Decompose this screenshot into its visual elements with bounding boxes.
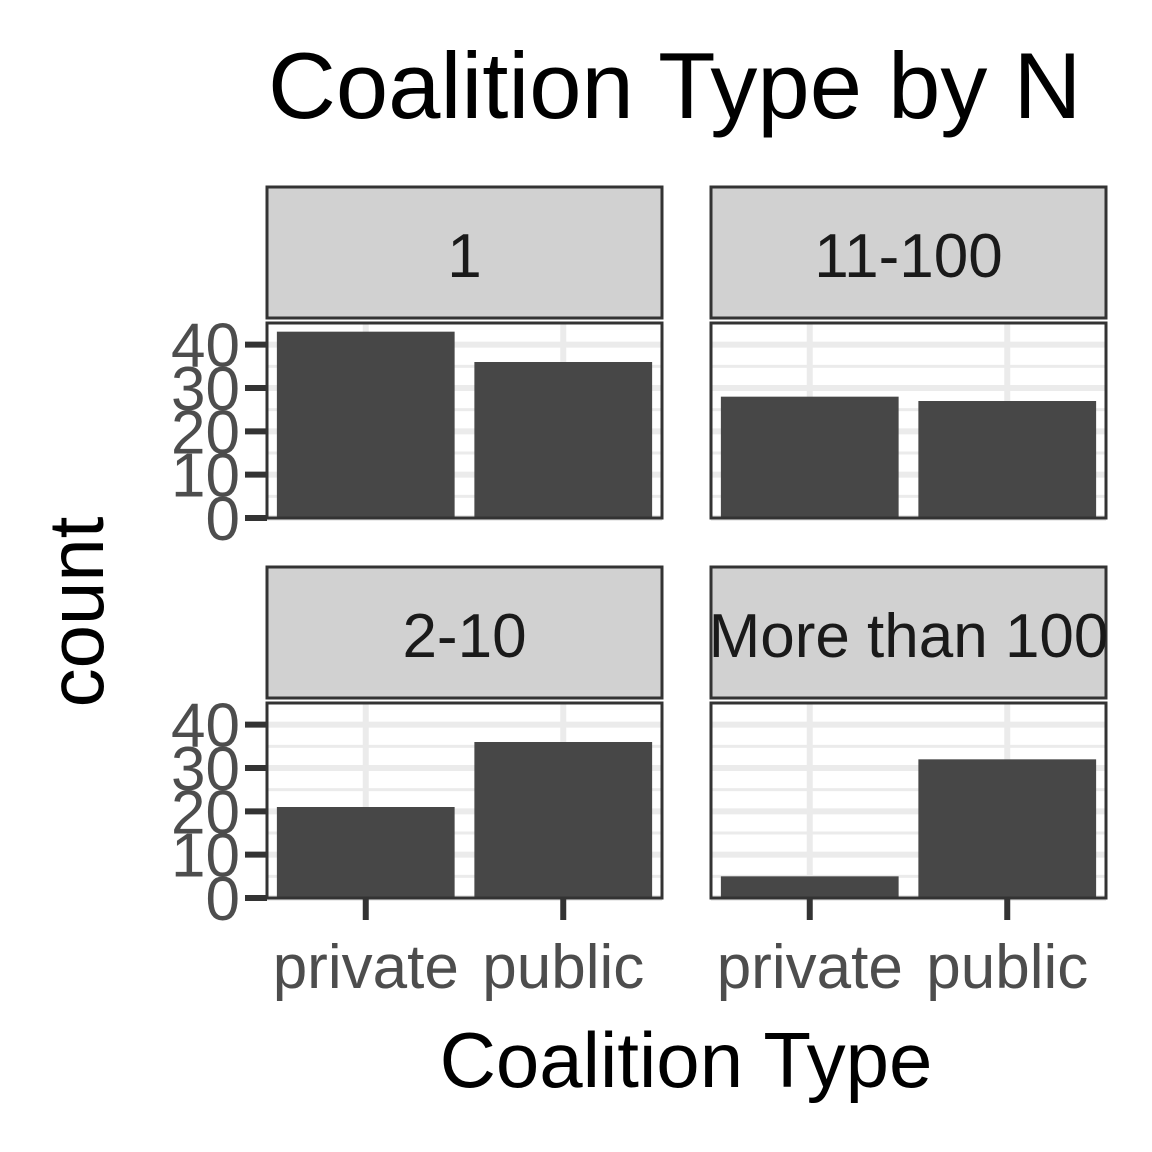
- y-tick-label: 30: [171, 735, 240, 804]
- y-tick-label: 10: [171, 822, 240, 891]
- facet-panel: More than 100 private public: [709, 565, 1109, 1002]
- bar: [720, 396, 899, 518]
- bar: [918, 759, 1097, 898]
- y-tick-label: 0: [206, 865, 240, 934]
- y-tick-label: 40: [171, 312, 240, 381]
- facet-strip-label: 2-10: [402, 602, 526, 671]
- y-tick-label: 40: [171, 692, 240, 761]
- panel-border: [709, 321, 1108, 520]
- facet-panel: 11-100: [709, 185, 1108, 521]
- bar: [720, 876, 899, 898]
- bar: [918, 401, 1097, 518]
- facet-strip: [709, 185, 1108, 320]
- y-tick-label: 20: [171, 398, 240, 467]
- chart-title: Coalition Type by N: [268, 33, 1081, 138]
- panel-border: [265, 701, 664, 900]
- x-tick-label: public: [926, 933, 1088, 1002]
- bar: [276, 807, 455, 898]
- facet-strip: [709, 565, 1108, 700]
- bar: [474, 362, 653, 518]
- panel-border: [709, 701, 1108, 900]
- y-axis-title: count: [32, 516, 120, 707]
- facet-strip: [265, 565, 664, 700]
- panel-border: [265, 321, 664, 520]
- x-tick-label: private: [273, 933, 459, 1002]
- facet-strip: [265, 185, 664, 320]
- y-tick-label: 20: [171, 778, 240, 847]
- facet-strip-label: 11-100: [814, 222, 1002, 291]
- x-tick-label: public: [482, 933, 644, 1002]
- x-tick-label: private: [717, 933, 903, 1002]
- y-tick-label: 30: [171, 355, 240, 424]
- bar: [474, 742, 653, 898]
- x-axis-title: Coalition Type: [440, 1016, 933, 1104]
- y-tick-label: 0: [206, 485, 240, 554]
- facet-strip-label: More than 100: [709, 602, 1109, 671]
- y-tick-label: 10: [171, 442, 240, 511]
- bar: [276, 331, 455, 518]
- facet-strip-label: 1: [447, 222, 481, 291]
